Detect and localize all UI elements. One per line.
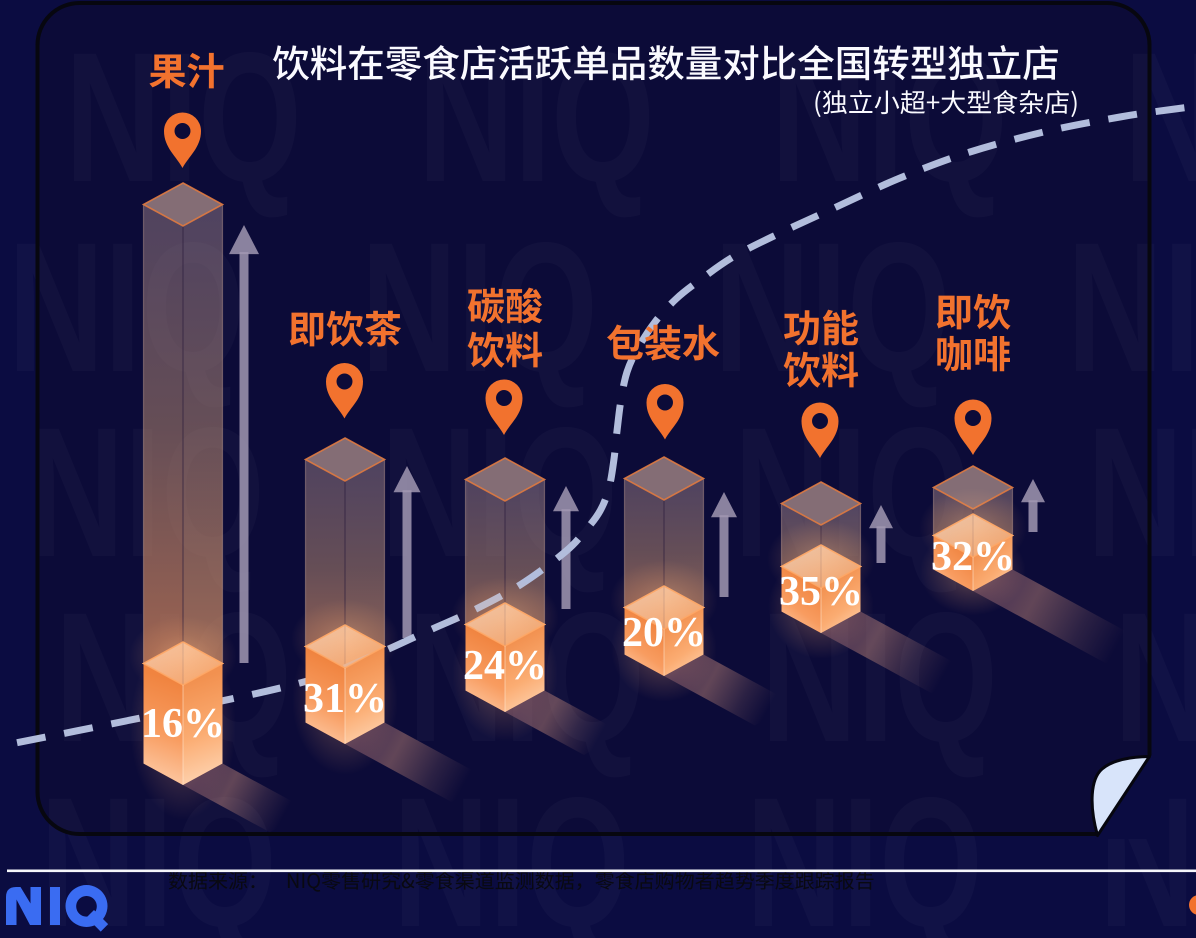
svg-text:NIQ: NIQ (1114, 575, 1196, 782)
svg-text:NIQ: NIQ (1067, 205, 1196, 412)
svg-text:32%: 32% (931, 534, 1015, 580)
svg-text:31%: 31% (303, 676, 387, 722)
svg-text:NIQ: NIQ (418, 15, 655, 222)
svg-text:16%: 16% (141, 701, 225, 747)
svg-text:NIQ: NIQ (714, 205, 951, 412)
svg-text:NIQ: NIQ (1087, 390, 1196, 597)
svg-text:35%: 35% (779, 569, 863, 615)
svg-text:20%: 20% (622, 610, 706, 656)
svg-text:24%: 24% (463, 643, 547, 689)
svg-text:NIQ: NIQ (746, 760, 983, 938)
